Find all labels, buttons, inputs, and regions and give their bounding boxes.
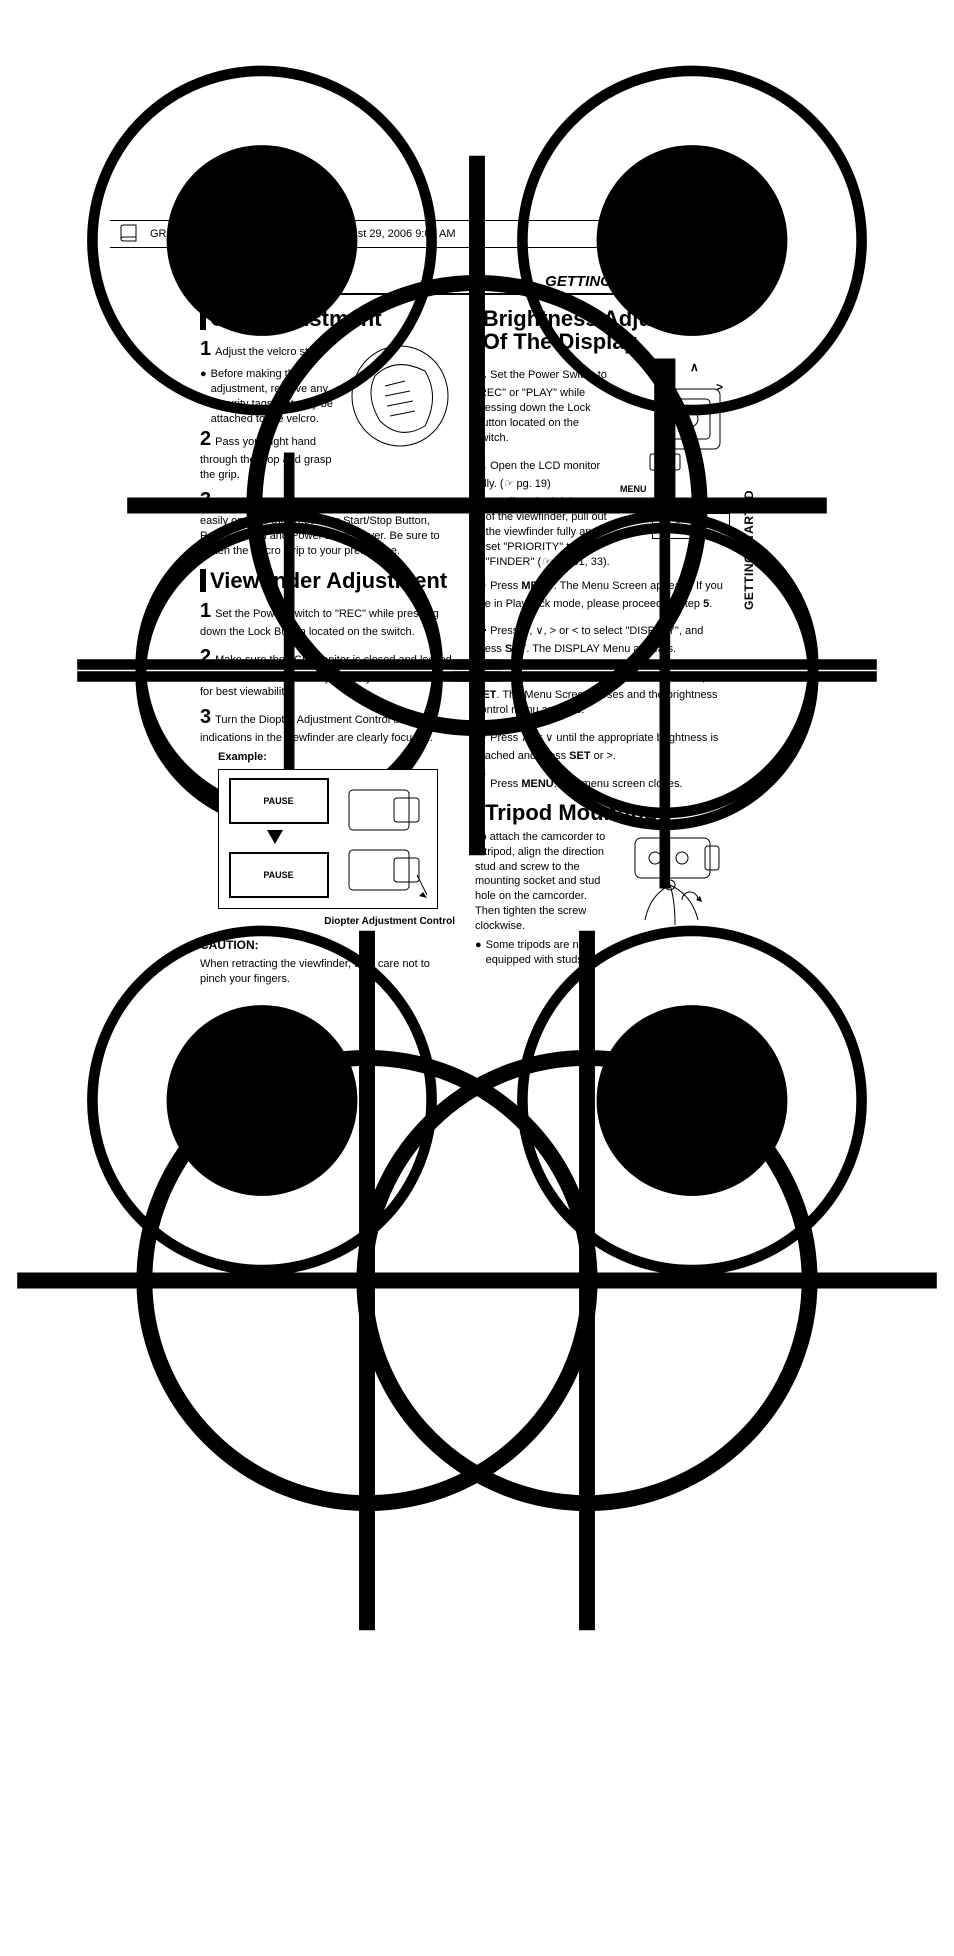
header-title: GETTING STARTED — [545, 273, 685, 290]
br-s7a: Press — [490, 778, 521, 790]
bookinfo-text: GR-D371US.book Page 17 Tuesday, August 2… — [150, 228, 456, 240]
svg-text:∧: ∧ — [690, 360, 699, 374]
example-label: Example: — [218, 750, 455, 765]
example-illustration: PAUSE PAUSE — [218, 769, 438, 909]
br-s3e: . — [709, 598, 712, 610]
br-s2b: pg. 19) — [513, 478, 550, 490]
grip-s1: Adjust the velcro strip. — [215, 346, 323, 358]
section-grip: Grip Adjustment — [200, 307, 455, 330]
section-viewfinder-title: Viewfinder Adjustment — [210, 569, 447, 592]
pause-2: PAUSE — [263, 869, 293, 881]
page-header: GETTING STARTED EN 17 — [200, 270, 730, 295]
br-s5b: SET — [475, 689, 496, 701]
br-s1: Set the Power Switch to "REC" or "PLAY" … — [475, 369, 607, 444]
header-lang: EN — [691, 278, 704, 288]
br-s5c: . The Menu Screen closes and the brightn… — [475, 689, 718, 716]
header-page: 17 — [710, 270, 730, 291]
grip-b1: Before making the adjustment, remove any… — [211, 367, 339, 426]
camera-sketch — [339, 780, 429, 900]
section-tripod-title: Tripod Mounting — [485, 801, 657, 824]
section-brightness: Brightness Adjustment Of The Display — [475, 307, 730, 353]
section-brightness-title: Brightness Adjustment Of The Display — [483, 307, 730, 353]
side-tab: GETTING STARTED — [742, 490, 756, 610]
br-s4b: SET — [505, 643, 526, 655]
svg-text:∨: ∨ — [690, 448, 699, 462]
br-s4c: . The DISPLAY Menu appears. — [526, 643, 676, 655]
br-s3b: MENU — [521, 580, 553, 592]
arrow-down-icon — [267, 830, 283, 844]
vf-s2: Make sure the LCD monitor is closed and … — [200, 654, 455, 699]
section-grip-title: Grip Adjustment — [210, 307, 382, 330]
section-viewfinder: Viewfinder Adjustment — [200, 569, 455, 592]
vf-s1: Set the Power Switch to "REC" while pres… — [200, 608, 439, 638]
br-s6c: or >. — [591, 750, 616, 762]
br-s3a: Press — [490, 580, 521, 592]
menu-label: MENU — [620, 483, 647, 495]
diopter-caption: Diopter Adjustment Control — [200, 915, 455, 929]
menu-illustration: ∧ > < ∨ MENU BRIGHT – 5 — [620, 359, 730, 539]
grip-illustration — [345, 336, 455, 456]
vf-s3: Turn the Diopter Adjustment Control unti… — [200, 714, 433, 744]
grip-s2: Pass your right hand through the loop an… — [200, 436, 332, 481]
br-s7c: . The menu screen closes. — [554, 778, 683, 790]
bright-value: – 5 — [685, 526, 696, 535]
br-s5a: Press ∧, ∨, > or < to select "BRIGHT", a… — [490, 671, 729, 683]
tripod-b1: Some tripods are not equipped with studs… — [486, 938, 614, 968]
caution-heading: CAUTION: — [200, 937, 455, 953]
br-s7b: MENU — [521, 778, 553, 790]
br-s6b: SET — [569, 750, 590, 762]
bookinfo-bar: GR-D371US.book Page 17 Tuesday, August 2… — [110, 220, 784, 248]
section-tripod: Tripod Mounting — [475, 801, 730, 824]
book-icon — [118, 223, 140, 245]
masterpage-label: MasterPage: Start_Right — [623, 200, 754, 214]
bright-box: BRIGHT – 5 — [652, 513, 730, 539]
caution-text: When retracting the viewfinder, take car… — [200, 957, 455, 987]
pause-1: PAUSE — [263, 795, 293, 807]
tripod-illustration — [620, 830, 730, 940]
br-b1b: pg. 31, 33). — [551, 556, 610, 568]
grip-s3: Adjust your thumb and fingers through th… — [200, 497, 454, 557]
